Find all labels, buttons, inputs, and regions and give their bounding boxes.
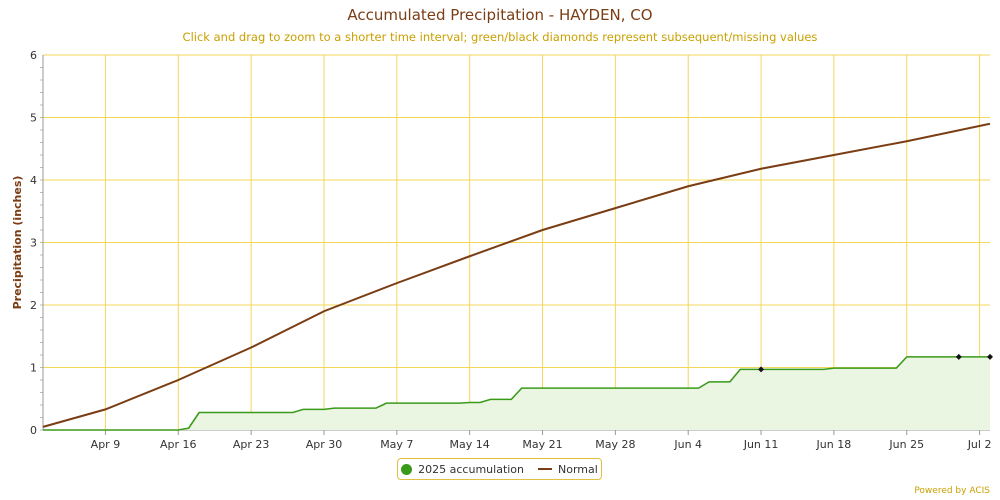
y-axis-label: Precipitation (inches) [11, 176, 24, 310]
y-tick-label: 2 [30, 299, 37, 312]
legend-item-2025[interactable]: 2025 accumulation [401, 463, 524, 476]
chart-subtitle: Click and drag to zoom to a shorter time… [182, 30, 818, 44]
x-tick-label: May 7 [380, 438, 413, 451]
x-tick-label: May 14 [450, 438, 490, 451]
y-tick-label: 4 [30, 174, 37, 187]
series-2025-line[interactable] [43, 356, 990, 431]
series-normal-line[interactable] [42, 122, 991, 428]
missing-value-diamond[interactable] [955, 353, 962, 360]
chart-plot[interactable]: 0 1 2 3 4 5 6 Apr 9 Apr 16 Apr 23 Apr 30 May 7 May 1… [0, 0, 1000, 460]
legend-swatch-normal [538, 468, 553, 470]
legend: 2025 accumulation Normal [397, 458, 602, 480]
x-tick-label: Jul 2 [967, 438, 992, 451]
x-tick-label: May 21 [522, 438, 562, 451]
x-tick-label: Jun 25 [888, 438, 924, 451]
y-tick-label: 3 [30, 237, 37, 250]
x-tick-label: Jun 4 [673, 438, 702, 451]
series-2025-area [43, 356, 990, 430]
x-tick-label: Apr 9 [91, 438, 121, 451]
missing-value-diamond[interactable] [987, 353, 993, 360]
x-tick-label: Jun 18 [816, 438, 852, 451]
y-tick-label: 5 [30, 112, 37, 125]
chart-title: Accumulated Precipitation - HAYDEN, CO [347, 6, 653, 24]
y-tick-label: 6 [30, 49, 37, 62]
y-tick-label: 0 [30, 424, 37, 437]
x-tick-label: May 28 [595, 438, 635, 451]
y-tick-label: 1 [30, 362, 37, 375]
legend-label-2025: 2025 accumulation [418, 462, 525, 476]
legend-label-normal: Normal [558, 462, 598, 476]
x-tick-label: Apr 16 [160, 438, 197, 451]
x-tick-label: Apr 30 [306, 438, 343, 451]
x-tick-label: Jun 11 [743, 438, 779, 451]
missing-value-diamond[interactable] [758, 366, 765, 373]
legend-swatch-2025 [401, 463, 413, 475]
x-tick-label: Apr 23 [233, 438, 270, 451]
powered-by-link[interactable]: Powered by ACIS [914, 486, 990, 496]
legend-item-normal[interactable]: Normal [538, 463, 598, 476]
